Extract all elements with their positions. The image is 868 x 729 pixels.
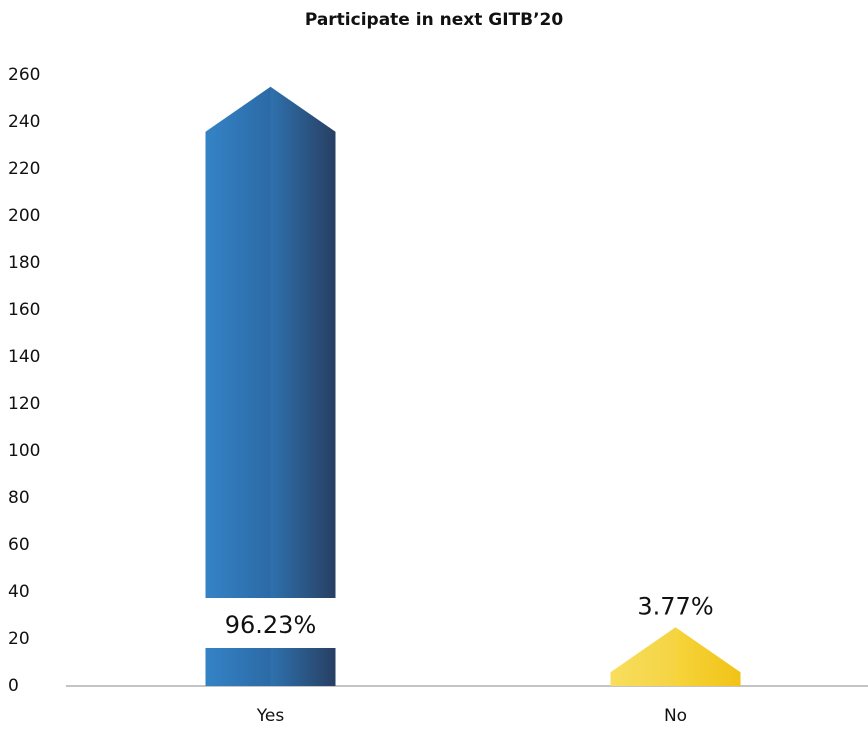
y-tick-label: 140 xyxy=(8,347,40,367)
y-tick-label: 240 xyxy=(8,112,40,132)
annotation: 96.23% xyxy=(225,611,317,639)
chart-title: Participate in next GITB’20 xyxy=(305,10,564,30)
bar xyxy=(205,86,336,686)
y-tick-label: 40 xyxy=(8,582,30,602)
bar-half xyxy=(675,627,741,686)
y-tick-label: 0 xyxy=(8,676,19,696)
x-tick-label: Yes xyxy=(256,706,285,726)
y-tick-label: 100 xyxy=(8,441,40,461)
y-tick-label: 180 xyxy=(8,253,40,273)
bar-half xyxy=(205,86,271,686)
bar-half xyxy=(270,86,336,686)
y-tick-label: 200 xyxy=(8,206,40,226)
y-tick-label: 260 xyxy=(8,65,40,85)
y-tick-label: 60 xyxy=(8,535,30,555)
annotation-box xyxy=(205,598,336,648)
y-tick-label: 80 xyxy=(8,488,30,508)
annotation: 3.77% xyxy=(637,592,713,620)
y-tick-label: 120 xyxy=(8,394,40,414)
y-tick-label: 20 xyxy=(8,629,30,649)
y-tick-label: 220 xyxy=(8,159,40,179)
y-tick-label: 160 xyxy=(8,300,40,320)
bar-half xyxy=(610,627,676,686)
bar xyxy=(610,627,741,686)
x-tick-label: No xyxy=(664,706,687,726)
